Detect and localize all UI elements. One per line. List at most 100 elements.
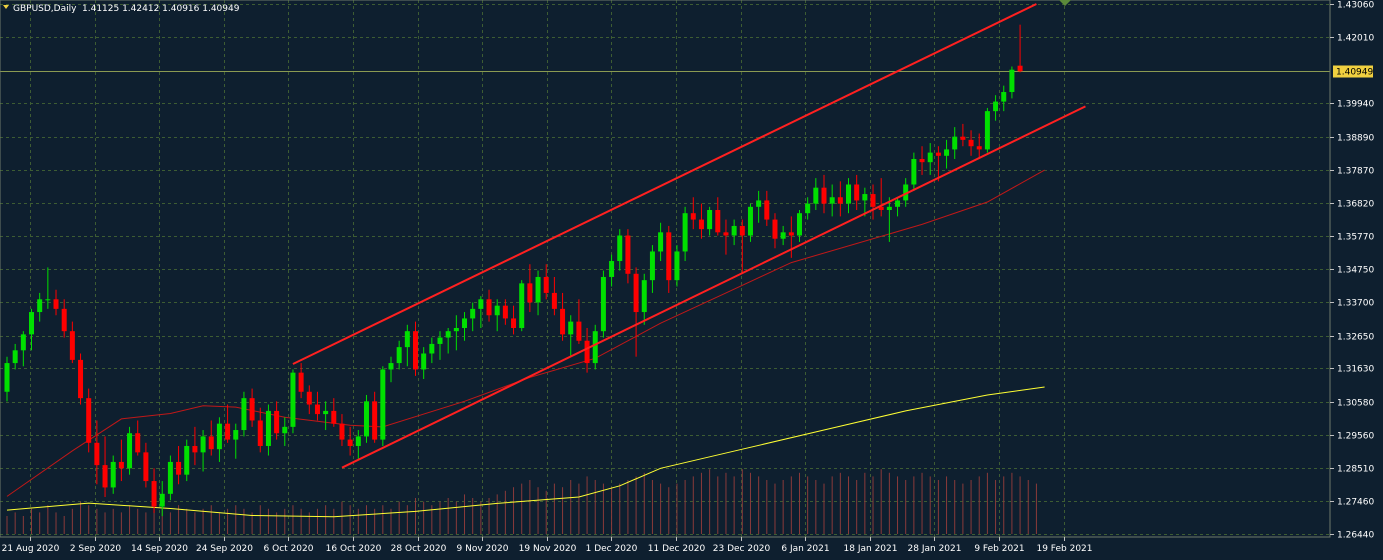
candle-body	[911, 158, 917, 185]
bull-candle	[470, 302, 476, 332]
candle-body	[233, 430, 239, 440]
candle-body	[805, 203, 811, 214]
candle-body	[429, 343, 435, 354]
candle-body	[69, 331, 75, 360]
price-tick-label: 1.28510	[1337, 465, 1374, 475]
price-tick-label: 1.39940	[1337, 100, 1374, 110]
bull-candle	[380, 366, 386, 446]
candle-body	[854, 184, 860, 201]
bull-candle	[45, 267, 51, 309]
price-tick-label: 1.43060	[1337, 1, 1374, 11]
bear-candle	[715, 197, 721, 236]
candle-body	[486, 299, 492, 316]
bear-candle	[192, 426, 198, 466]
candle-body	[176, 461, 182, 475]
price-tick-label: 1.35770	[1337, 233, 1374, 243]
bear-candle	[1017, 24, 1023, 73]
time-axis[interactable]: 21 Aug 2020 2 Sep 2020 14 Sep 2020 24 Sep 2…	[2, 537, 1093, 554]
candle-body	[666, 232, 672, 281]
candle-body	[437, 337, 443, 344]
candle-body	[470, 308, 476, 319]
candle-body	[772, 219, 778, 239]
price-tick-label: 1.32650	[1337, 333, 1374, 343]
time-tick-label: 28 Jan 2021	[908, 544, 962, 554]
bull-candle	[1009, 66, 1015, 99]
candle-body	[29, 312, 35, 335]
candle-body	[502, 305, 508, 319]
trend-channel[interactable]	[292, 3, 1086, 469]
current-price-tag	[1333, 65, 1373, 78]
bull-candle	[617, 229, 623, 271]
candle-body	[723, 232, 729, 236]
candle-body	[1009, 69, 1015, 93]
bear-candle	[764, 190, 770, 226]
upper-channel-line[interactable]	[292, 3, 1037, 365]
price-axis[interactable]: 1.43060 1.42010 1.40949 1.39940 1.38890 1.378…	[1330, 1, 1374, 541]
bear-candle	[551, 276, 557, 316]
time-tick-label: 24 Sep 2020	[196, 544, 253, 554]
chart-header: GBPUSD,Daily 1.41125 1.42412 1.40916 1.4…	[3, 4, 240, 14]
bear-candle	[690, 197, 696, 230]
bull-candle	[707, 206, 713, 236]
candle-body	[511, 318, 517, 328]
candle-body	[960, 136, 966, 140]
candlestick-series	[4, 24, 1023, 517]
candle-body	[413, 331, 418, 370]
candle-body	[208, 436, 214, 450]
candle-body	[225, 423, 231, 440]
slow-moving-average	[6, 386, 1045, 518]
bull-candle	[478, 296, 484, 328]
candle-body	[935, 152, 941, 156]
lower-channel-line[interactable]	[341, 105, 1086, 469]
bull-candle	[944, 139, 950, 169]
bull-candle	[4, 356, 10, 402]
bear-candle	[78, 353, 84, 405]
bear-candle	[257, 407, 263, 453]
price-tick-label: 1.30580	[1337, 399, 1374, 409]
candle-body	[551, 292, 557, 309]
candle-body	[592, 331, 598, 364]
bear-candle	[372, 391, 378, 443]
bull-candle	[437, 331, 443, 360]
bull-candle	[290, 369, 296, 434]
candle-body	[796, 213, 802, 236]
bear-candle	[723, 219, 729, 255]
bear-candle	[135, 420, 141, 456]
candle-body	[127, 433, 133, 469]
bear-candle	[331, 398, 337, 427]
candle-body	[282, 426, 288, 434]
candle-body	[633, 273, 639, 313]
moving-averages	[6, 169, 1045, 518]
bull-candle	[519, 280, 525, 332]
candle-body	[61, 308, 67, 332]
bear-candle	[666, 225, 672, 293]
candle-body	[78, 359, 84, 399]
price-tick-label: 1.42010	[1337, 34, 1374, 44]
time-tick-label: 9 Nov 2020	[457, 544, 509, 554]
candle-body	[690, 213, 696, 220]
candle-body	[764, 200, 770, 220]
bear-candle	[94, 420, 100, 485]
time-tick-label: 23 Dec 2020	[713, 544, 771, 554]
price-tick-label: 1.26440	[1337, 531, 1374, 541]
bear-candle	[225, 404, 231, 443]
candle-body	[347, 439, 353, 446]
bull-candle	[421, 347, 427, 380]
bear-candle	[976, 133, 982, 159]
bull-candle	[658, 222, 664, 262]
bull-candle	[984, 107, 990, 153]
bull-candle	[862, 187, 868, 217]
candle-body	[445, 331, 451, 338]
candle-body	[323, 410, 329, 415]
bull-candle	[641, 273, 647, 325]
time-tick-label: 2 Sep 2020	[70, 544, 122, 554]
time-tick-label: 18 Jan 2021	[844, 544, 898, 554]
time-tick-label: 11 Dec 2020	[648, 544, 706, 554]
bull-candle	[993, 95, 999, 121]
bear-candle	[298, 363, 304, 399]
bull-candle	[805, 197, 811, 220]
time-tick-label: 19 Feb 2021	[1036, 544, 1092, 554]
time-tick-label: 6 Jan 2021	[781, 544, 829, 554]
candle-body	[1017, 65, 1023, 72]
